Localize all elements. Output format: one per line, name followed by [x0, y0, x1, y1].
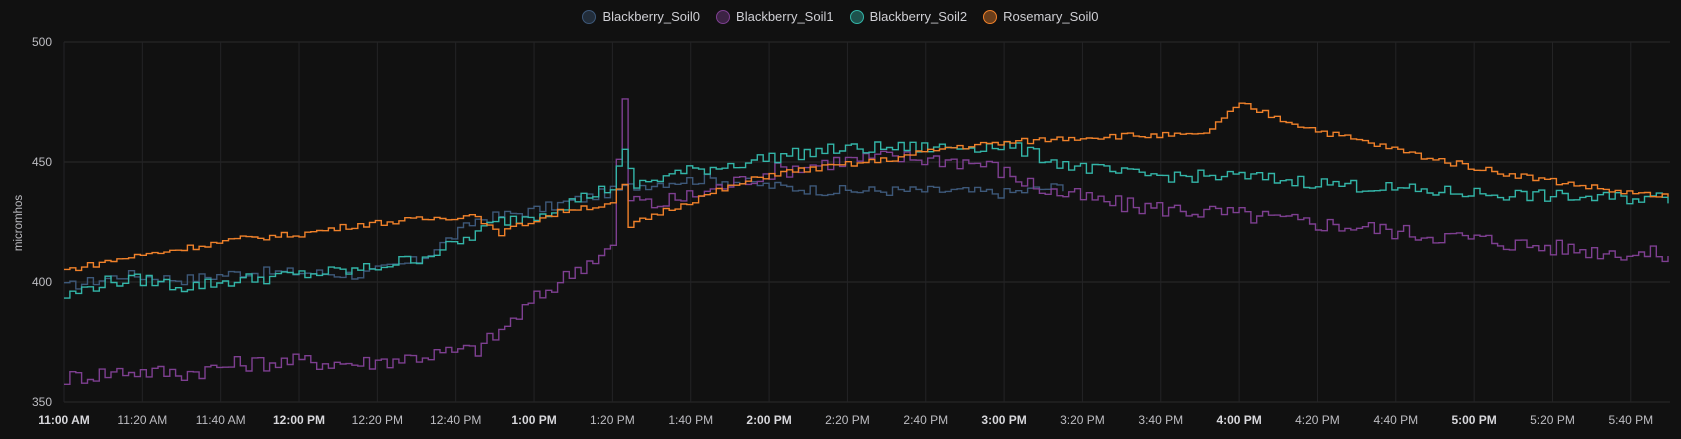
legend-item-Blackberry_Soil2[interactable]: Blackberry_Soil2 [849, 9, 968, 24]
x-tick-label: 5:00 PM [1451, 413, 1496, 427]
y-tick-label: 400 [32, 275, 52, 289]
legend-swatch-icon [582, 9, 597, 24]
series-line-Blackberry_Soil2 [64, 141, 1669, 299]
y-tick-label: 500 [32, 35, 52, 49]
x-tick-label: 12:20 PM [352, 413, 403, 427]
x-tick-label: 3:40 PM [1138, 413, 1183, 427]
legend-swatch-icon [849, 9, 864, 24]
legend-item-Blackberry_Soil1[interactable]: Blackberry_Soil1 [716, 9, 834, 24]
y-tick-label: 450 [32, 155, 52, 169]
series-line-Blackberry_Soil1 [64, 98, 1669, 385]
series-group [63, 73, 1671, 385]
x-tick-label: 4:20 PM [1295, 413, 1340, 427]
grid [63, 41, 1670, 403]
x-tick-label: 12:00 PM [273, 413, 325, 427]
x-tick-label: 11:20 AM [117, 413, 167, 427]
x-tick-label: 4:00 PM [1216, 413, 1261, 427]
x-axis-ticks: 11:00 AM 11:20 AM 11:40 AM 12:00 PM 12:20 PM… [38, 413, 1653, 427]
x-tick-label: 12:40 PM [430, 413, 481, 427]
x-tick-label: 2:20 PM [825, 413, 870, 427]
y-tick-label: 350 [32, 395, 52, 409]
x-tick-label: 1:00 PM [511, 413, 556, 427]
x-tick-label: 5:40 PM [1608, 413, 1653, 427]
legend-label: Rosemary_Soil0 [1003, 9, 1099, 24]
legend-item-Blackberry_Soil0[interactable]: Blackberry_Soil0 [582, 9, 700, 24]
y-axis-ticks: 350 400 450 500 [32, 35, 52, 409]
x-tick-label: 5:20 PM [1530, 413, 1575, 427]
x-tick-label: 3:20 PM [1060, 413, 1105, 427]
x-tick-label: 11:40 AM [196, 413, 246, 427]
x-tick-label: 11:00 AM [38, 413, 90, 427]
x-tick-label: 1:40 PM [668, 413, 713, 427]
legend-swatch-icon [716, 9, 731, 24]
legend-label: Blackberry_Soil1 [736, 9, 834, 24]
y-axis-label: micromhos [13, 195, 25, 251]
legend-swatch-icon [983, 9, 998, 24]
legend-label: Blackberry_Soil2 [869, 9, 968, 24]
x-tick-label: 1:20 PM [590, 413, 635, 427]
x-tick-label: 2:40 PM [903, 413, 948, 427]
x-tick-label: 2:00 PM [746, 413, 791, 427]
x-tick-label: 4:40 PM [1373, 413, 1418, 427]
series-line-Blackberry_Soil0 [64, 173, 1064, 290]
legend-label: Blackberry_Soil0 [602, 9, 701, 24]
series-line-Rosemary_Soil0 [64, 102, 1669, 272]
legend: Blackberry_Soil0 Blackberry_Soil1 Blackber… [0, 9, 1681, 24]
x-tick-label: 3:00 PM [981, 413, 1026, 427]
legend-item-Rosemary_Soil0[interactable]: Rosemary_Soil0 [983, 9, 1099, 24]
